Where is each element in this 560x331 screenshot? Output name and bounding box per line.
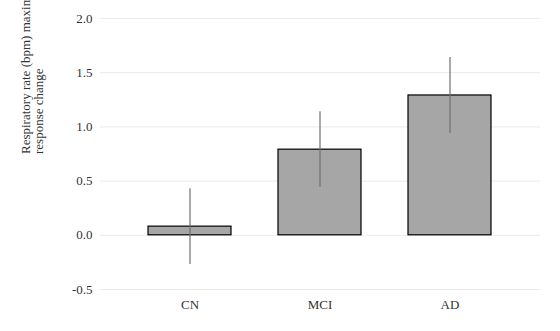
svg-text:0.0: 0.0	[76, 227, 92, 242]
svg-text:0.5: 0.5	[76, 173, 92, 188]
svg-text:1.0: 1.0	[76, 119, 92, 134]
svg-text:AD: AD	[441, 297, 460, 312]
svg-text:MCI: MCI	[308, 297, 333, 312]
svg-text:Respiratory rate (bpm) maximum: Respiratory rate (bpm) maximumresponse c…	[18, 0, 46, 154]
svg-text:1.5: 1.5	[76, 65, 92, 80]
svg-text:CN: CN	[181, 297, 200, 312]
svg-text:-0.5: -0.5	[72, 282, 93, 297]
svg-text:2.0: 2.0	[76, 11, 92, 26]
